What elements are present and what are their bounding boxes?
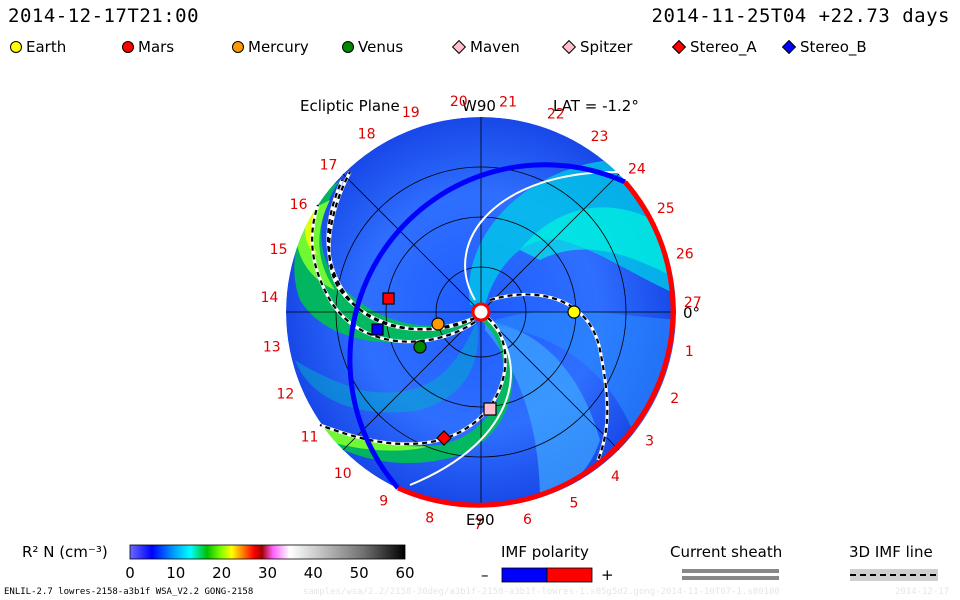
legend-stereo-a: Stereo_A	[671, 38, 757, 56]
sheath-line-1	[682, 569, 779, 573]
sheath-line-2	[682, 576, 779, 580]
imf-negative-swatch	[501, 567, 548, 583]
carrington-longitude-labels: 20 21222324252627123456789101112131415161…	[261, 94, 702, 533]
carrington-label: 15	[270, 242, 288, 258]
legend-mars: Mars	[122, 38, 174, 56]
mars-marker-icon	[122, 41, 134, 53]
imf-plus-label: +	[601, 566, 614, 584]
polarity-rim-negative	[347, 162, 627, 490]
stereo-a-marker	[436, 430, 452, 446]
current-sheath-title: Current sheath	[670, 543, 783, 561]
carrington-label: 12	[276, 387, 294, 403]
legend-earth: Earth	[10, 38, 66, 56]
colorbar-ticks: 0 10 20 30 40 50 60	[125, 564, 414, 582]
legend-venus: Venus	[342, 38, 403, 56]
carrington-label: 19	[402, 105, 420, 121]
carrington-label: 8	[425, 511, 434, 527]
carrington-label: 10	[334, 466, 352, 482]
mercury-marker	[431, 317, 445, 331]
zero-degree-label: 0°	[683, 304, 700, 322]
earth-marker-icon	[10, 41, 22, 53]
carrington-label: 18	[358, 127, 376, 143]
legend-maven: Maven	[451, 38, 520, 56]
mercury-marker-icon	[232, 41, 244, 53]
carrington-label: 4	[611, 469, 620, 485]
sun-icon	[471, 302, 491, 322]
top-direction-label: W90	[462, 97, 496, 115]
carrington-label: 21	[499, 95, 517, 111]
colorbar-tick-label: 10	[166, 564, 185, 582]
polarity-rim-positive	[396, 180, 676, 508]
venus-marker-icon	[342, 41, 354, 53]
mars-marker	[382, 292, 395, 305]
carrington-label: 9	[379, 493, 388, 509]
legend-mercury: Mercury	[232, 38, 309, 56]
carrington-label: 20	[450, 94, 468, 110]
run-path: samples/wsa/2.2/2158-30deg/a3b1f-2158-a3…	[303, 587, 780, 597]
colorbar	[129, 544, 406, 560]
colorbar-tick-label: 20	[212, 564, 231, 582]
colorbar-tick-label: 0	[125, 564, 135, 582]
colorbar-label: R² N (cm⁻³)	[22, 543, 108, 561]
plot-title: Ecliptic Plane	[300, 97, 400, 115]
carrington-label: 23	[591, 129, 609, 145]
venus-marker	[413, 340, 427, 354]
carrington-label: 1	[685, 344, 694, 360]
stereo-b-marker	[371, 323, 384, 336]
run-date: 2014-12-17	[895, 587, 950, 597]
earth-marker	[567, 305, 581, 319]
imf-polarity-title: IMF polarity	[501, 543, 589, 561]
carrington-label: 24	[628, 161, 646, 177]
carrington-label: 13	[263, 339, 281, 355]
carrington-label: 6	[523, 512, 532, 528]
body-legend: Earth Mars Mercury Venus Maven Spitzer S…	[10, 38, 910, 60]
initial-time: 2014-11-25T04 +22.73 days	[651, 5, 950, 27]
bottom-direction-label: E90	[466, 511, 495, 529]
imf-positive-swatch	[546, 567, 593, 583]
simulation-time: 2014-12-17T21:00	[8, 5, 200, 27]
carrington-label: 11	[301, 430, 319, 446]
carrington-label: 7	[474, 517, 483, 533]
carrington-label: 26	[676, 247, 694, 263]
colorbar-tick-label: 60	[395, 564, 414, 582]
carrington-label: 27	[684, 295, 702, 311]
carrington-label: 22	[547, 107, 565, 123]
carrington-label: 17	[320, 158, 338, 174]
legend-stereo-b: Stereo_B	[781, 38, 867, 56]
imf-minus-label: –	[481, 566, 489, 584]
carrington-label: 3	[645, 434, 654, 450]
imf-line-title: 3D IMF line	[849, 543, 933, 561]
carrington-label: 5	[569, 496, 578, 512]
colorbar-tick-label: 30	[258, 564, 277, 582]
model-info: ENLIL-2.7 lowres-2158-a3b1f WSA_V2.2 GON…	[4, 587, 254, 597]
legend-spitzer: Spitzer	[561, 38, 632, 56]
carrington-label: 14	[261, 290, 279, 306]
colorbar-tick-label: 50	[350, 564, 369, 582]
carrington-label: 25	[657, 201, 675, 217]
colorbar-tick-label: 40	[304, 564, 323, 582]
carrington-label: 2	[670, 391, 679, 407]
carrington-label: 16	[290, 197, 308, 213]
latitude-label: LAT = -1.2°	[553, 97, 639, 115]
maven-spitzer-marker	[483, 402, 497, 416]
